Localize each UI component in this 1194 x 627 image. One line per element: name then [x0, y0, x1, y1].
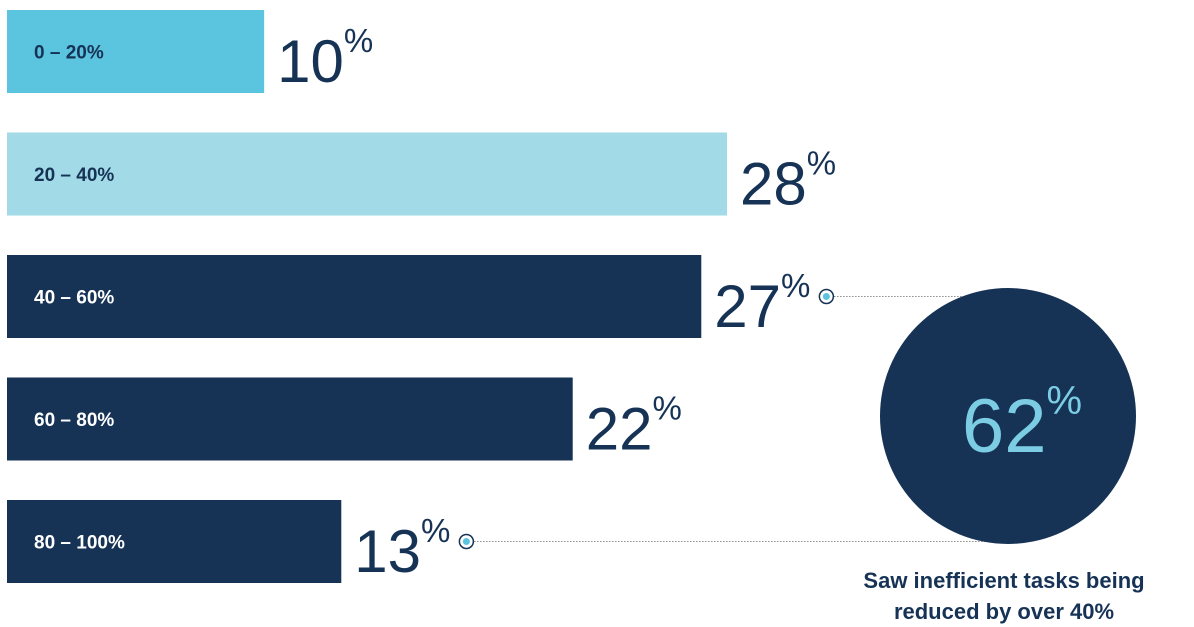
- value-label-1: 28%: [740, 145, 836, 218]
- callout-dot-inner-4: [462, 538, 470, 545]
- value-label-2: 27%: [714, 267, 810, 340]
- value-label-3: 22%: [586, 390, 682, 463]
- bar-0: [7, 10, 265, 93]
- bar-label-1: 20 – 40%: [34, 165, 114, 186]
- value-label-4: 13%: [354, 512, 450, 585]
- bar-label-2: 40 – 60%: [34, 288, 114, 309]
- bar-4: [7, 500, 342, 583]
- callout-text-line2: reduced by over 40%: [894, 599, 1114, 624]
- callout-value: 62%: [962, 379, 1082, 469]
- bar-label-3: 60 – 80%: [34, 410, 114, 431]
- bar-3: [7, 377, 573, 461]
- callout-dot-inner-2: [822, 293, 830, 300]
- callout-group: 62% Saw inefficient tasks being reduced …: [474, 288, 1145, 624]
- bar-label-4: 80 – 100%: [34, 533, 125, 554]
- callout-text-line1: Saw inefficient tasks being: [863, 568, 1144, 593]
- bar-label-0: 0 – 20%: [34, 43, 104, 64]
- callout-circle: [880, 288, 1136, 544]
- value-label-0: 10%: [277, 22, 373, 95]
- bars-group: 0 – 20% 10% 20 – 40% 28% 40 – 60% 27% 60 – 80%…: [7, 10, 836, 585]
- bar-1: [7, 132, 727, 216]
- bar-2: [7, 255, 702, 338]
